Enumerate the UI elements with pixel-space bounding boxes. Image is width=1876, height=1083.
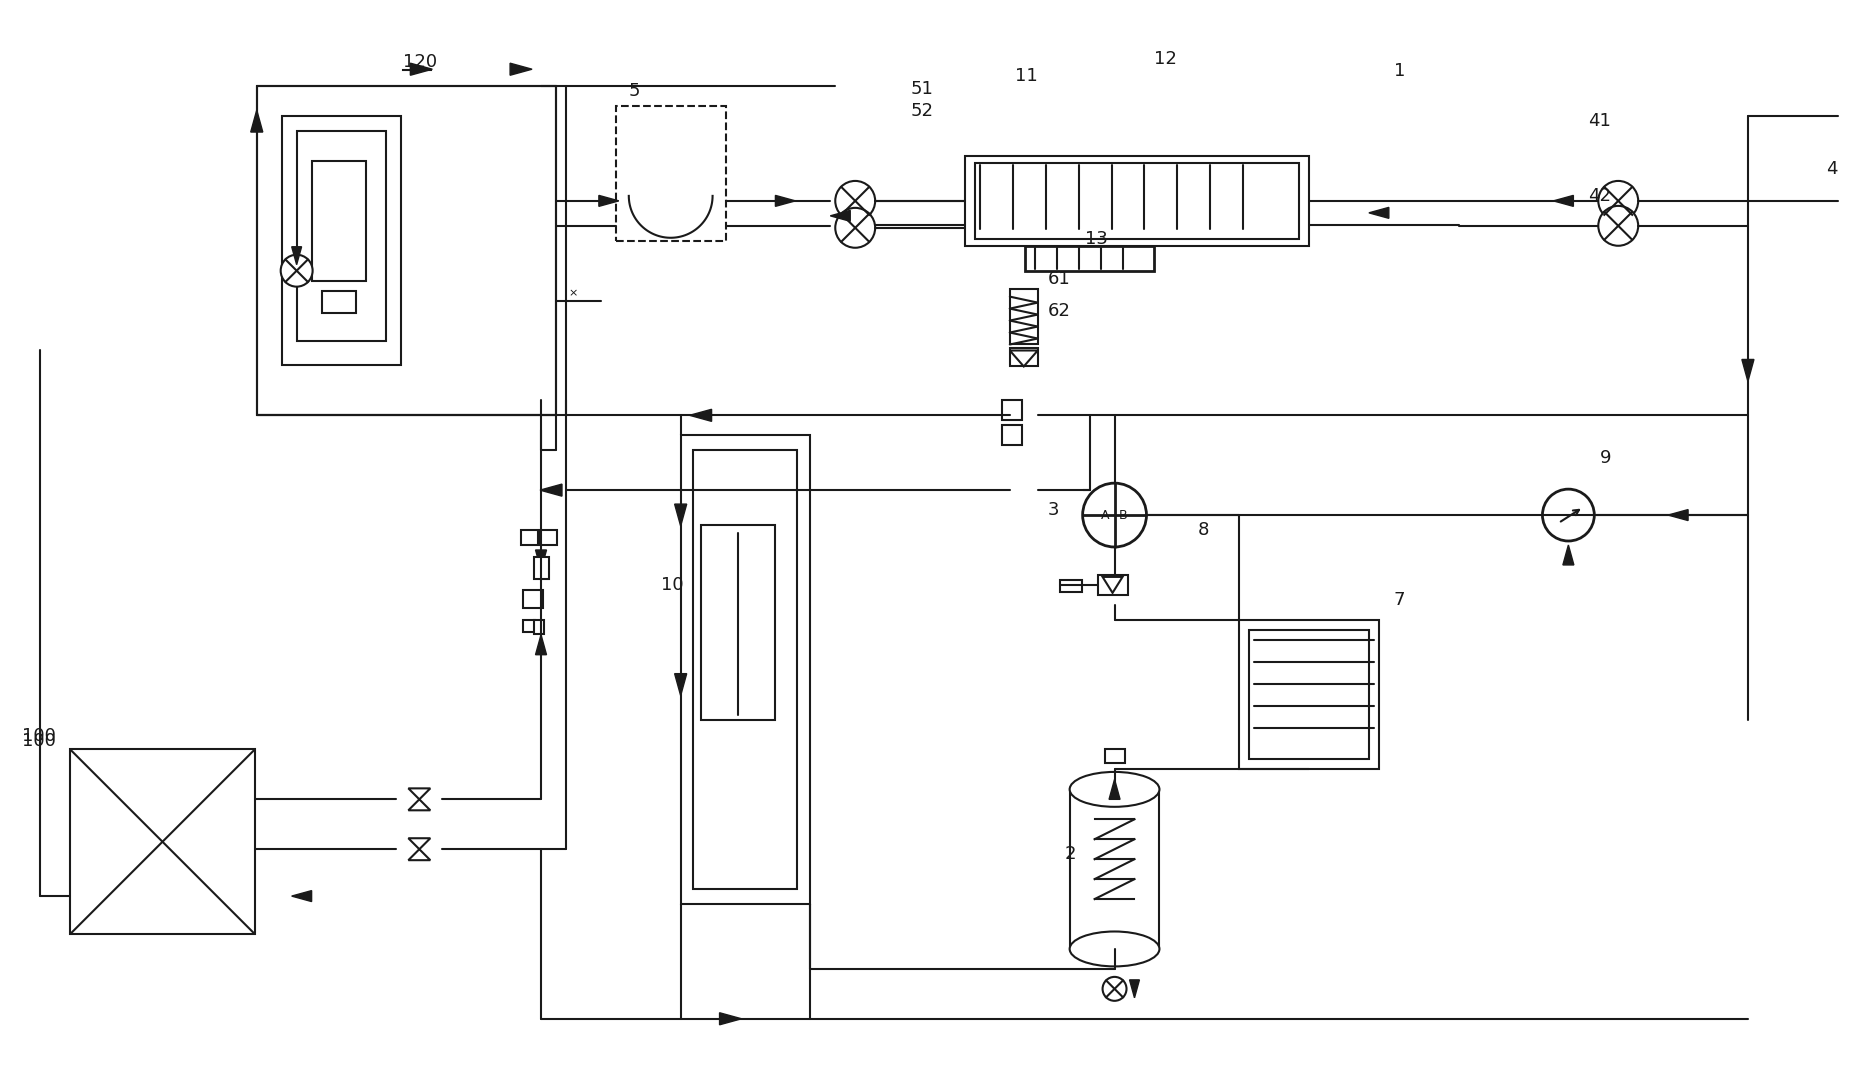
Bar: [296, 131, 386, 340]
Bar: [1009, 289, 1037, 343]
Text: 12: 12: [1154, 50, 1178, 68]
Bar: [522, 530, 538, 545]
Bar: [1002, 426, 1022, 445]
Bar: [1105, 749, 1124, 764]
Bar: [1060, 579, 1082, 592]
Bar: [540, 530, 557, 545]
Text: 61: 61: [1047, 270, 1071, 288]
Polygon shape: [535, 635, 546, 655]
Polygon shape: [1668, 510, 1688, 521]
Polygon shape: [739, 484, 762, 496]
Circle shape: [1082, 483, 1146, 547]
Text: 52: 52: [910, 102, 932, 120]
Polygon shape: [1103, 577, 1122, 592]
Text: 2: 2: [1066, 845, 1077, 863]
Text: 120: 120: [403, 53, 437, 71]
Bar: [535, 619, 544, 634]
Bar: [1249, 630, 1369, 759]
Text: 5: 5: [628, 82, 640, 100]
Text: 13: 13: [1084, 230, 1107, 248]
Bar: [523, 590, 542, 608]
Bar: [692, 451, 797, 889]
Polygon shape: [411, 63, 431, 75]
Polygon shape: [251, 110, 263, 132]
Text: 9: 9: [1600, 449, 1611, 467]
Polygon shape: [675, 504, 687, 526]
Bar: [535, 557, 550, 579]
Circle shape: [1542, 490, 1595, 542]
Text: 41: 41: [1589, 112, 1611, 130]
Bar: [69, 749, 255, 934]
Bar: [681, 435, 810, 904]
Polygon shape: [775, 195, 795, 207]
Circle shape: [1598, 181, 1638, 221]
Polygon shape: [535, 550, 546, 570]
Bar: [311, 161, 366, 280]
Circle shape: [281, 255, 313, 287]
Circle shape: [835, 181, 876, 221]
Bar: [281, 116, 401, 365]
Text: 1: 1: [1394, 62, 1405, 80]
Text: 8: 8: [1197, 521, 1208, 539]
Bar: [615, 106, 726, 240]
Text: 7: 7: [1394, 591, 1405, 609]
Bar: [257, 87, 555, 415]
Bar: [976, 162, 1298, 238]
Circle shape: [1598, 206, 1638, 246]
Polygon shape: [409, 788, 430, 799]
Bar: [1024, 246, 1154, 271]
Text: 4: 4: [1825, 160, 1837, 178]
Polygon shape: [1553, 195, 1574, 207]
Polygon shape: [690, 409, 711, 421]
Polygon shape: [1129, 980, 1139, 997]
Circle shape: [835, 208, 876, 248]
Polygon shape: [598, 195, 619, 207]
Bar: [1097, 575, 1127, 595]
Text: 11: 11: [1015, 67, 1037, 86]
Polygon shape: [831, 210, 850, 221]
Text: ×: ×: [568, 289, 578, 299]
Polygon shape: [291, 890, 311, 901]
Bar: [700, 525, 775, 719]
Text: 42: 42: [1589, 187, 1611, 205]
Bar: [1069, 790, 1159, 949]
Polygon shape: [291, 247, 302, 264]
Polygon shape: [675, 674, 687, 695]
Circle shape: [1103, 977, 1126, 1001]
Text: 10: 10: [660, 576, 683, 593]
Polygon shape: [409, 838, 430, 849]
Polygon shape: [1009, 351, 1037, 366]
Bar: [964, 156, 1309, 246]
Polygon shape: [1743, 360, 1754, 381]
Polygon shape: [409, 849, 430, 860]
Text: B: B: [1120, 509, 1127, 522]
Text: A: A: [1101, 509, 1111, 522]
Text: 100: 100: [23, 732, 56, 751]
Polygon shape: [720, 1013, 741, 1025]
Text: 3: 3: [1047, 501, 1060, 519]
Text: 100: 100: [23, 728, 56, 745]
Text: 62: 62: [1047, 301, 1071, 319]
Bar: [321, 290, 356, 313]
Text: 51: 51: [910, 80, 932, 99]
Ellipse shape: [1069, 931, 1159, 966]
Polygon shape: [540, 484, 563, 496]
Polygon shape: [1369, 207, 1388, 219]
Polygon shape: [510, 63, 533, 75]
Bar: [1002, 401, 1022, 420]
Bar: [523, 619, 535, 631]
Polygon shape: [1563, 545, 1574, 565]
Ellipse shape: [1069, 772, 1159, 807]
Bar: [1009, 349, 1037, 366]
Bar: [1240, 619, 1379, 769]
Polygon shape: [1109, 780, 1120, 799]
Polygon shape: [409, 799, 430, 810]
